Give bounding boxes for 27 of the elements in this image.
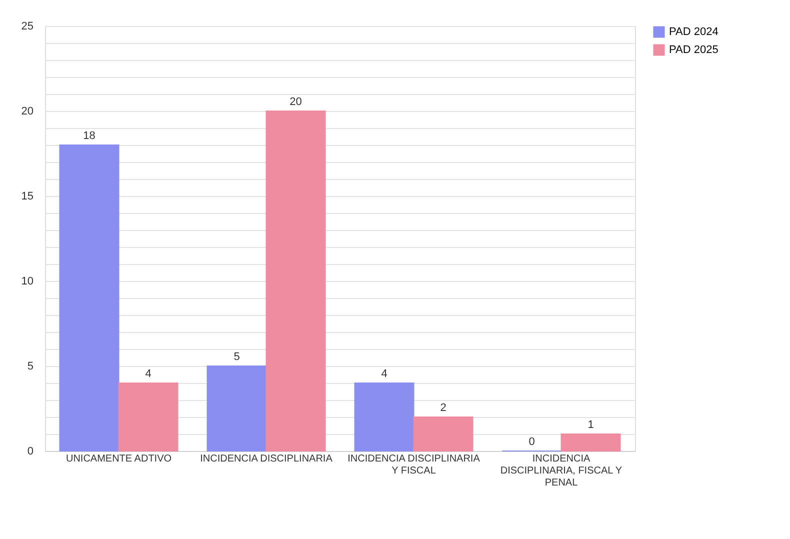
data-label: 4	[381, 368, 388, 380]
bar	[413, 416, 474, 452]
bar	[118, 382, 178, 452]
x-tick-label: INCIDENCIA DISCIPLINARIA, FISCAL Y PENAL	[500, 454, 622, 488]
data-label: 20	[290, 96, 302, 108]
x-tick-label: UNICAMENTE ADTIVO	[66, 454, 172, 464]
legend-label: PAD 2025	[669, 44, 718, 56]
y-tick-label: 0	[27, 446, 34, 458]
y-tick-label: 25	[21, 20, 34, 32]
y-tick-label: 10	[21, 276, 34, 288]
bar	[59, 144, 120, 452]
x-tick-label: INCIDENCIA DISCIPLINARIA Y FISCAL	[348, 454, 480, 476]
data-label: 0	[528, 436, 535, 448]
data-label: 2	[440, 402, 446, 414]
x-tick-label: INCIDENCIA DISCIPLINARIA	[200, 454, 333, 464]
y-tick-label: 20	[21, 106, 34, 118]
data-label: 4	[145, 368, 152, 380]
data-label: 5	[234, 351, 240, 363]
bar	[354, 382, 414, 452]
data-label: 18	[83, 130, 96, 142]
y-tick-label: 15	[21, 190, 34, 202]
legend-label: PAD 2024	[669, 26, 718, 38]
bar	[206, 366, 267, 452]
data-label: 1	[588, 419, 594, 431]
bar	[266, 110, 326, 452]
bar	[560, 434, 621, 452]
y-tick-label: 5	[27, 360, 34, 372]
